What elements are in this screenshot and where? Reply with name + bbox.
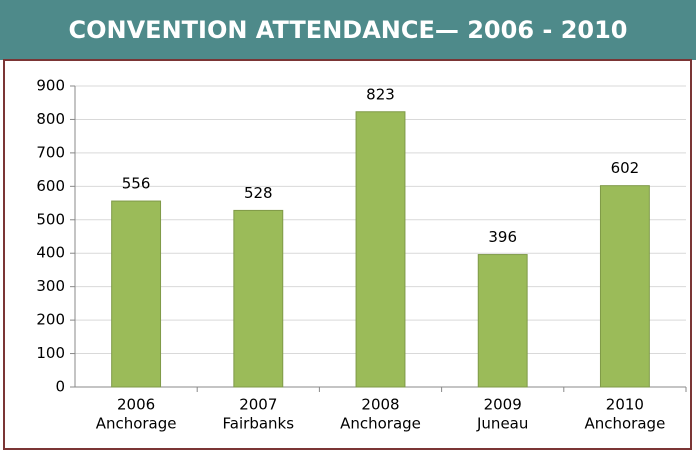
y-tick-label: 900 xyxy=(36,77,65,95)
bar xyxy=(599,185,650,388)
data-label: 396 xyxy=(488,228,517,246)
bar xyxy=(111,200,162,388)
frame xyxy=(3,59,692,450)
y-tick-label: 800 xyxy=(36,110,65,128)
data-label: 823 xyxy=(366,85,395,103)
x-tick-label: Anchorage xyxy=(340,415,421,433)
x-tick-label: Anchorage xyxy=(96,415,177,433)
chart-title: CONVENTION ATTENDANCE— 2006 - 2010 xyxy=(69,16,628,44)
y-tick-label: 500 xyxy=(36,210,65,228)
x-tick-label: 2007 xyxy=(239,396,277,414)
y-tick-label: 700 xyxy=(36,143,65,161)
y-tick-label: 600 xyxy=(36,177,65,195)
x-tick-label: 2009 xyxy=(484,396,522,414)
data-label: 602 xyxy=(611,159,640,177)
y-tick-label: 200 xyxy=(36,311,65,329)
x-tick-label: 2010 xyxy=(606,396,644,414)
x-tick-label: Juneau xyxy=(476,415,528,433)
data-label: 528 xyxy=(244,184,273,202)
title-banner xyxy=(0,0,696,60)
x-tick-label: Fairbanks xyxy=(223,415,295,433)
y-tick-label: 0 xyxy=(55,378,65,396)
bar xyxy=(233,209,284,388)
data-label: 556 xyxy=(122,175,151,193)
y-tick-label: 400 xyxy=(36,244,65,262)
y-tick-label: 100 xyxy=(36,344,65,362)
x-tick-label: 2006 xyxy=(117,396,155,414)
bar xyxy=(477,254,528,388)
bar xyxy=(355,111,406,388)
y-tick-label: 300 xyxy=(36,277,65,295)
x-tick-label: Anchorage xyxy=(584,415,665,433)
x-tick-label: 2008 xyxy=(361,396,399,414)
